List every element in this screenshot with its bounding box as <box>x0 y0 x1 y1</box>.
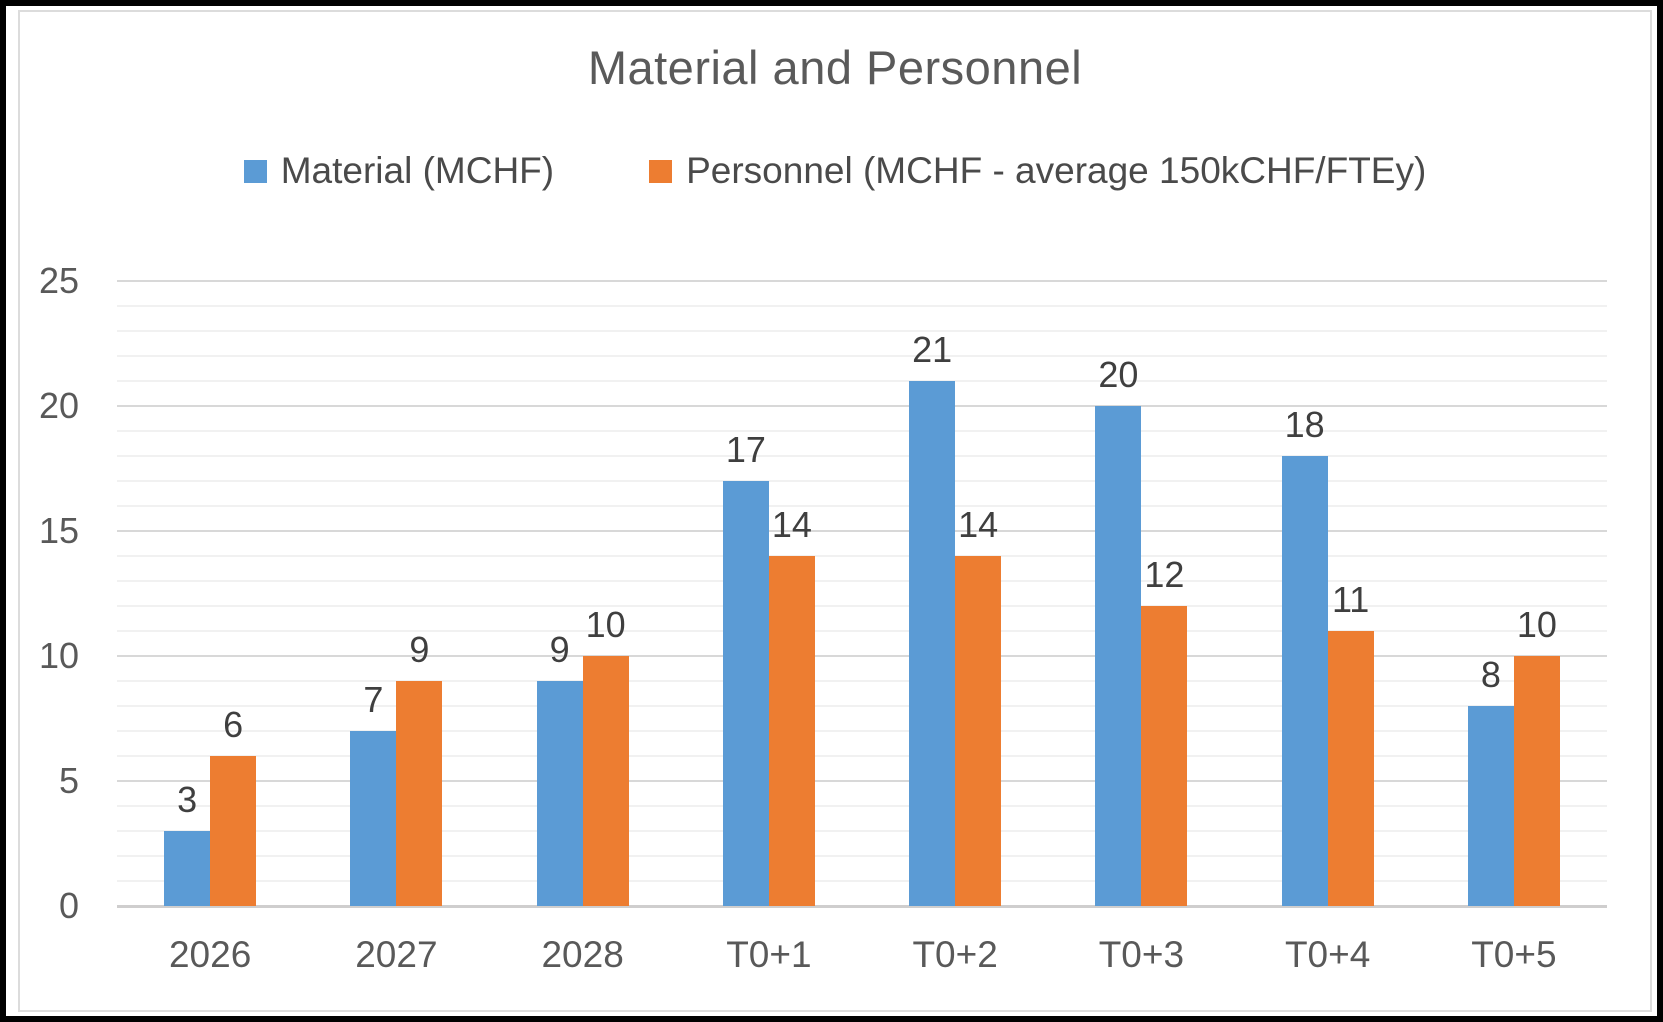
gridline-minor <box>117 605 1607 607</box>
legend-swatch-icon <box>649 159 673 183</box>
x-axis-category-label: 2026 <box>168 934 252 975</box>
gridline-minor <box>117 330 1607 332</box>
gridline-minor <box>117 705 1607 707</box>
data-label-material-t0-5: 8 <box>1480 654 1501 695</box>
data-label-personnel-t0-5: 10 <box>1516 604 1557 645</box>
bar-personnel-t0-4 <box>1327 631 1374 906</box>
y-axis-tick-label: 0 <box>58 885 79 926</box>
gridline-minor <box>117 555 1607 557</box>
x-axis-category-label: 2027 <box>355 934 438 975</box>
chart-area <box>18 10 1652 1012</box>
gridline-minor <box>117 730 1607 732</box>
x-axis-category-label: T0+1 <box>726 934 812 975</box>
gridline-minor <box>117 480 1607 482</box>
gridline-minor <box>117 430 1607 432</box>
y-axis-tick-label: 5 <box>58 760 79 801</box>
data-label-personnel-t0-3: 12 <box>1144 554 1185 595</box>
data-label-material-2027: 7 <box>363 679 384 720</box>
gridline-major <box>117 530 1607 532</box>
gridline-minor <box>117 380 1607 382</box>
gridline-minor <box>117 630 1607 632</box>
bar-personnel-2028 <box>582 656 629 906</box>
bar-personnel-t0-2 <box>955 556 1002 906</box>
gridline-minor <box>117 680 1607 682</box>
data-label-personnel-2028: 10 <box>585 604 626 645</box>
data-label-personnel-t0-4: 11 <box>1331 579 1370 620</box>
data-label-personnel-2026: 6 <box>223 704 244 745</box>
y-axis-tick-label: 20 <box>38 385 79 426</box>
bar-personnel-t0-1 <box>768 556 815 906</box>
x-axis-category-label: T0+3 <box>1098 934 1185 975</box>
bar-personnel-t0-3 <box>1141 606 1188 906</box>
bar-material-t0-5 <box>1467 706 1514 906</box>
gridline-minor <box>117 305 1607 307</box>
bar-personnel-t0-5 <box>1513 656 1560 906</box>
data-label-material-t0-4: 18 <box>1284 404 1325 445</box>
bar-personnel-2027 <box>396 681 443 906</box>
legend-item-personnel: Personnel (MCHF - average 150kCHF/FTEy) <box>649 150 1426 192</box>
data-label-material-t0-2: 21 <box>912 329 953 370</box>
data-label-personnel-t0-1: 14 <box>771 504 812 545</box>
gridline-minor <box>117 580 1607 582</box>
gridline-minor <box>117 505 1607 507</box>
gridline-major <box>117 655 1607 657</box>
y-axis-tick-label: 10 <box>38 635 79 676</box>
data-label-material-2028: 9 <box>549 629 570 670</box>
legend-item-label: Personnel (MCHF - average 150kCHF/FTEy) <box>686 150 1427 191</box>
y-axis-tick-label: 15 <box>38 510 79 551</box>
gridline-minor <box>117 455 1607 457</box>
gridline-minor <box>117 805 1607 807</box>
x-axis-category-label: T0+2 <box>912 934 998 975</box>
legend-item-label: Material (MCHF) <box>280 150 555 191</box>
chart-title: Material and Personnel <box>587 41 1083 94</box>
bar-material-t0-3 <box>1095 406 1142 906</box>
data-label-personnel-t0-2: 14 <box>958 504 999 545</box>
gridline-minor <box>117 880 1607 882</box>
gridline-minor <box>117 755 1607 757</box>
bar-material-t0-4 <box>1281 456 1328 906</box>
gridline-minor <box>117 830 1607 832</box>
x-axis-category-label: 2028 <box>541 934 624 975</box>
chart-legend: Material (MCHF) Personnel (MCHF - average… <box>18 150 1652 192</box>
legend-swatch-icon <box>243 159 267 183</box>
bar-material-2026 <box>164 831 211 906</box>
bar-personnel-2026 <box>210 756 257 906</box>
x-axis-category-label: T0+5 <box>1471 934 1557 975</box>
y-axis-tick-label: 25 <box>38 260 79 301</box>
data-label-personnel-2027: 9 <box>409 629 430 670</box>
gridline-minor <box>117 355 1607 357</box>
gridline-major <box>117 780 1607 782</box>
data-label-material-t0-1: 17 <box>725 429 766 470</box>
bar-material-2028 <box>536 681 583 906</box>
data-label-material-t0-3: 20 <box>1098 354 1139 395</box>
data-label-material-2026: 3 <box>177 779 198 820</box>
x-axis-line <box>117 905 1607 908</box>
bar-material-2027 <box>350 731 397 906</box>
x-axis-category-label: T0+4 <box>1284 934 1371 975</box>
gridline-major <box>117 405 1607 407</box>
bar-material-t0-1 <box>722 481 769 906</box>
legend-item-material: Material (MCHF) <box>243 150 555 192</box>
gridline-major <box>117 280 1607 282</box>
bar-material-t0-2 <box>909 381 956 906</box>
gridline-minor <box>117 855 1607 857</box>
